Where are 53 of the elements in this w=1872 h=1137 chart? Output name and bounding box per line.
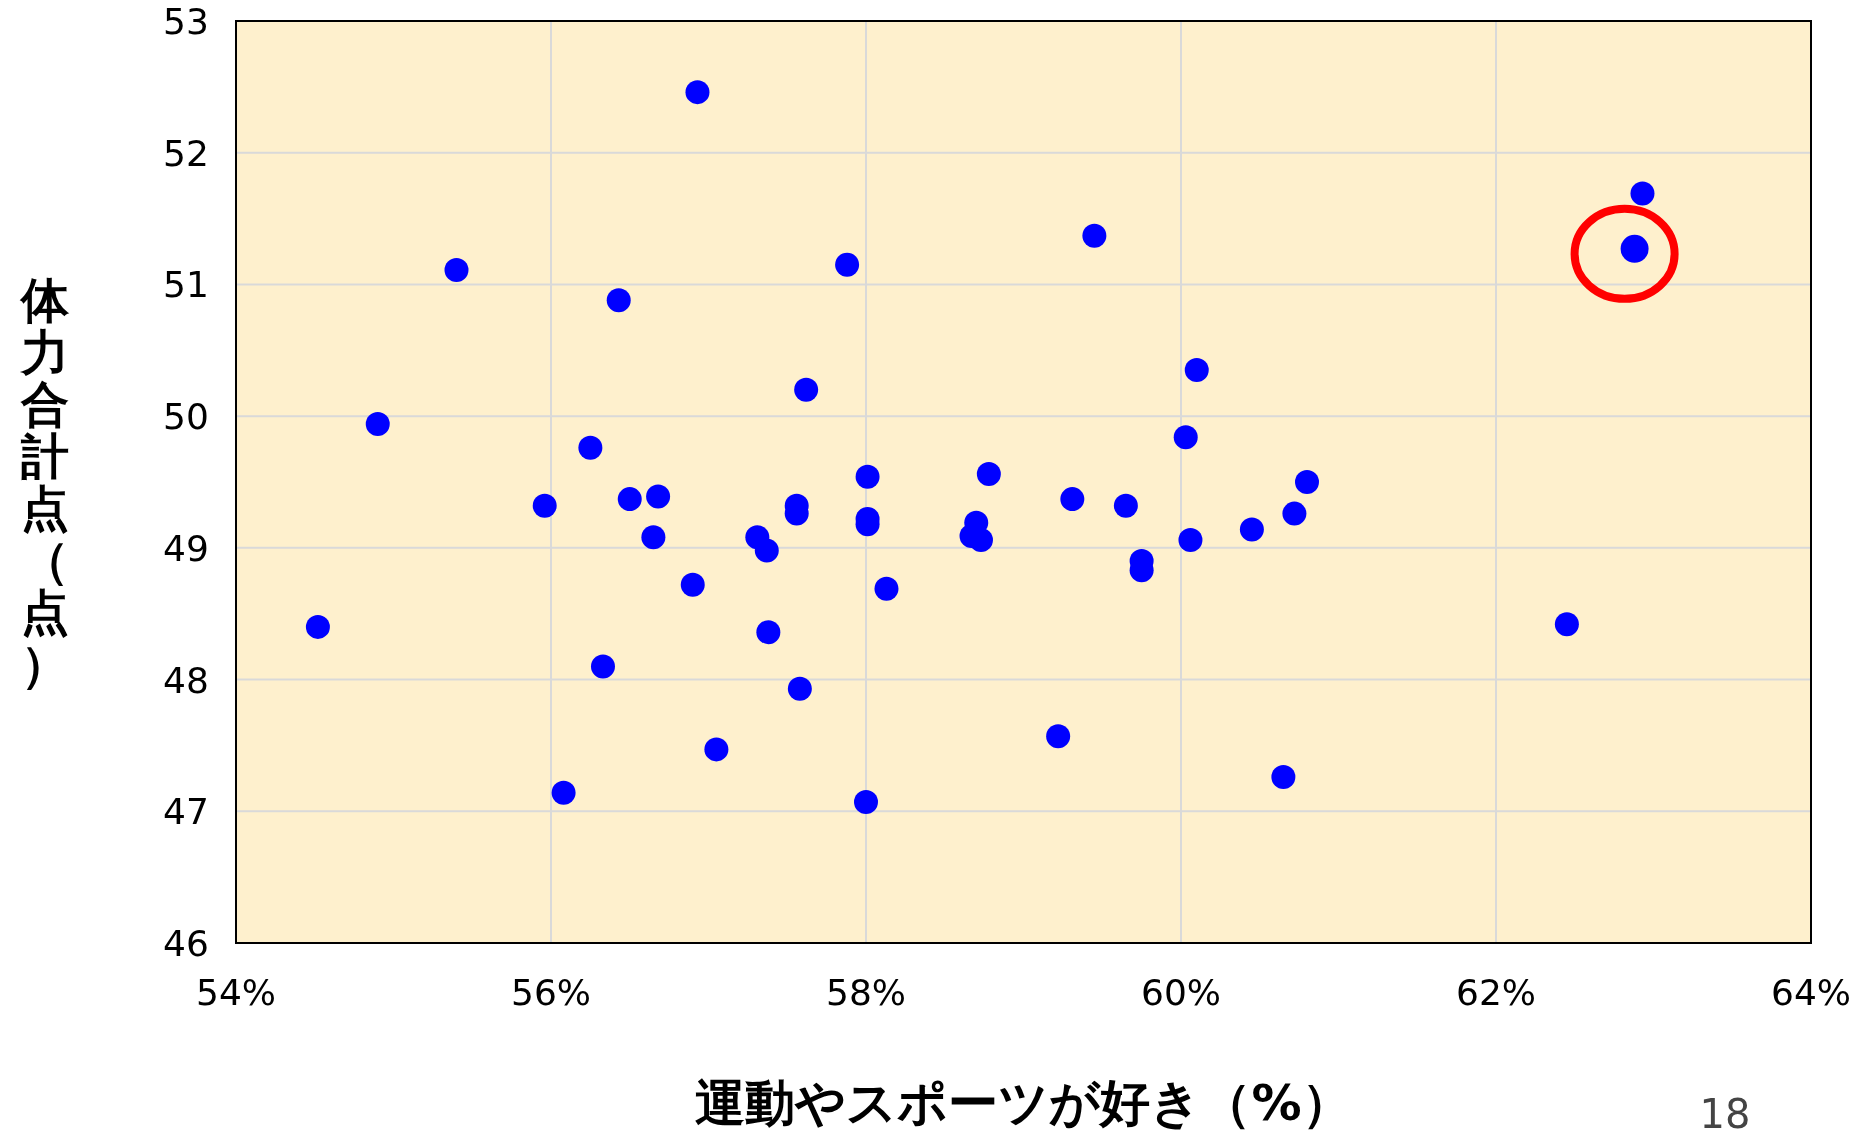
point <box>1184 358 1209 383</box>
point <box>680 572 705 597</box>
point <box>754 538 779 563</box>
point <box>1082 223 1107 248</box>
point <box>1271 765 1296 790</box>
point <box>787 676 812 701</box>
point <box>1178 527 1203 552</box>
point <box>444 257 469 282</box>
text: 18 <box>1699 1091 1751 1137</box>
y-tick-label: 51 <box>163 264 209 306</box>
point <box>1173 425 1198 450</box>
point <box>976 462 1001 487</box>
point <box>590 654 615 679</box>
point <box>1630 181 1655 206</box>
point <box>305 614 330 639</box>
point <box>606 288 631 313</box>
x-tick-label: 62% <box>1455 972 1537 1013</box>
point <box>532 493 557 518</box>
point <box>1282 501 1307 526</box>
point <box>855 464 880 489</box>
point <box>1060 487 1085 512</box>
y-axis-title: 体力合計点（点） <box>19 272 70 692</box>
point <box>578 435 603 460</box>
x-tick-label: 54% <box>195 972 277 1013</box>
point <box>704 737 729 762</box>
point <box>874 576 899 601</box>
x-tick-label: 58% <box>825 972 907 1013</box>
point <box>1295 470 1319 494</box>
point <box>835 252 860 277</box>
x-tick-label: 64% <box>1770 972 1852 1013</box>
point <box>646 484 671 509</box>
y-tick-label: 46 <box>163 923 209 964</box>
point <box>685 80 710 105</box>
x-axis-title: 運動やスポーツが好き（%） <box>695 1074 1352 1132</box>
y-tick-label: 48 <box>163 659 209 701</box>
point <box>365 412 390 437</box>
point <box>551 780 576 805</box>
y-tick-label: 50 <box>163 396 209 438</box>
y-tick-label: 47 <box>163 791 209 833</box>
x-tick-label: 60% <box>1140 972 1222 1013</box>
point <box>854 790 878 815</box>
x-tick-label: 56% <box>510 972 592 1013</box>
point <box>1554 612 1579 637</box>
point <box>756 620 781 645</box>
point <box>641 525 666 550</box>
point <box>1046 724 1071 749</box>
point <box>1113 493 1138 518</box>
y-tick-label: 49 <box>163 527 209 569</box>
point <box>794 377 819 402</box>
point <box>617 487 642 512</box>
point <box>1239 517 1264 542</box>
y-tick-label: 53 <box>163 1 209 42</box>
y-tick-label: 52 <box>163 132 209 174</box>
